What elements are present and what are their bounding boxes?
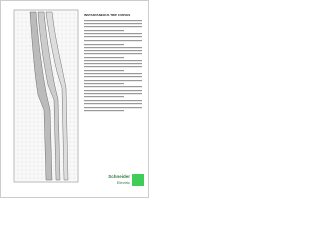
text-line — [84, 100, 142, 102]
text-line — [84, 33, 142, 35]
text-line — [84, 53, 142, 55]
text-line — [84, 60, 142, 62]
text-line — [84, 30, 124, 32]
text-block — [84, 20, 142, 112]
title: INSTANTANEOUS TRIP CURVES — [84, 13, 130, 17]
text-line — [84, 23, 142, 25]
text-line — [84, 90, 142, 92]
curve-band — [45, 11, 69, 181]
curve-band — [37, 11, 61, 181]
text-line — [84, 96, 124, 98]
text-line — [84, 103, 142, 105]
text-line — [84, 50, 142, 52]
text-line — [84, 76, 142, 78]
text-line — [84, 107, 142, 109]
text-line — [84, 110, 124, 112]
text-line — [84, 26, 142, 28]
curve-band — [29, 11, 53, 181]
document: INSTANTANEOUS TRIP CURVES Schneider Elec… — [0, 0, 149, 198]
logo-sub: Electric — [117, 180, 130, 185]
text-line — [84, 73, 142, 75]
text-line — [84, 40, 142, 42]
text-line — [84, 47, 142, 49]
text-line — [84, 20, 142, 22]
text-line — [84, 70, 124, 72]
logo-brand: Schneider — [108, 174, 130, 179]
logo-mark — [132, 174, 144, 186]
text-line — [84, 86, 142, 88]
text-line — [84, 44, 124, 46]
curves — [29, 11, 69, 181]
text-line — [84, 63, 142, 65]
text-line — [84, 66, 142, 68]
text-line — [84, 80, 142, 82]
text-line — [84, 83, 124, 85]
text-line — [84, 57, 124, 59]
page: INSTANTANEOUS TRIP CURVES Schneider Elec… — [0, 0, 149, 198]
text-line — [84, 36, 142, 38]
text-line — [84, 93, 142, 95]
